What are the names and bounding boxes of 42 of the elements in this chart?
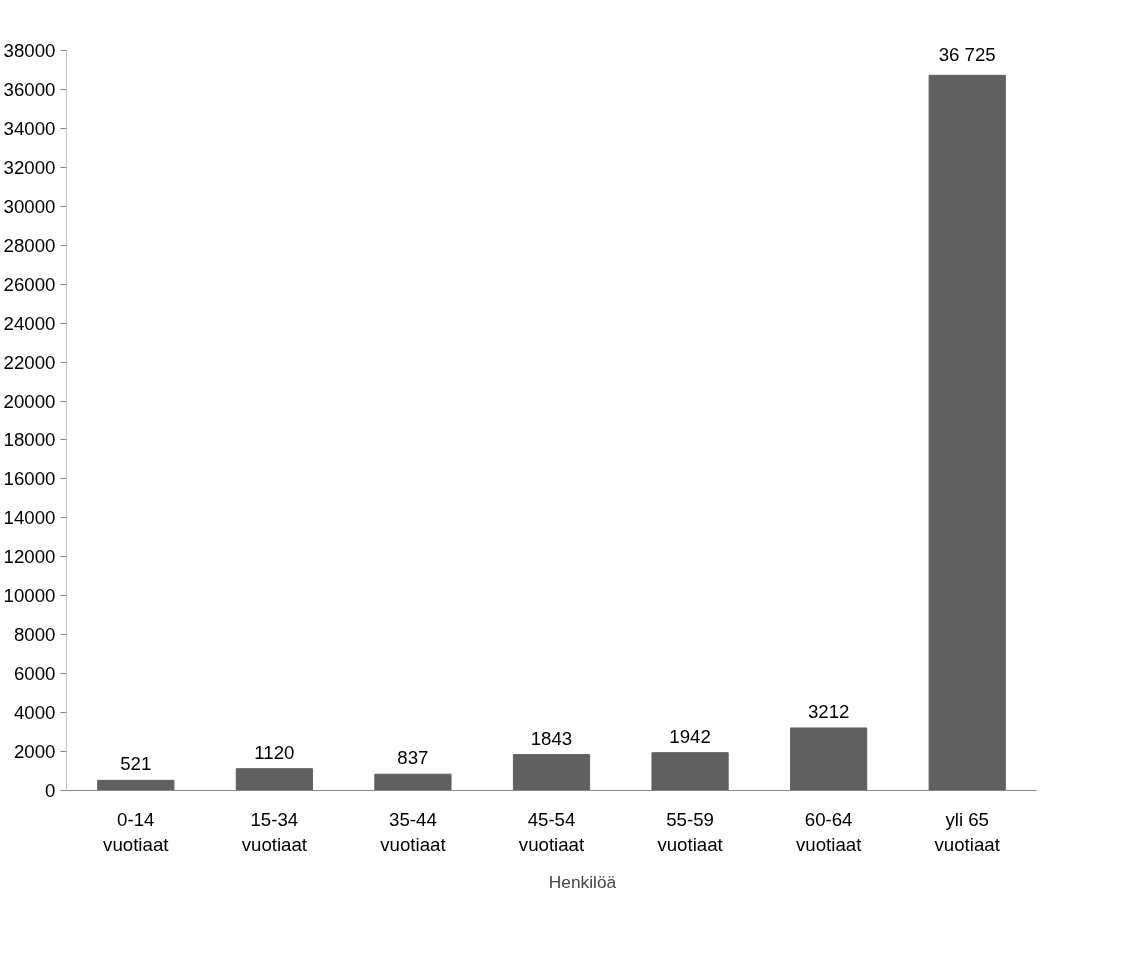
bar (928, 74, 1006, 791)
data-label: 1843 (530, 727, 573, 749)
y-tick-label: 32000 (3, 156, 56, 178)
data-label: 521 (120, 753, 152, 775)
y-tick-label: 8000 (14, 624, 56, 646)
y-tick-label: 20000 (3, 390, 56, 412)
bar (374, 773, 452, 791)
y-tick-label: 38000 (3, 40, 56, 61)
bar (512, 754, 591, 791)
y-tick-label: 12000 (3, 546, 56, 568)
x-tick-label: 35-44 vuotiaat (380, 808, 447, 855)
y-tick-label: 2000 (14, 741, 56, 763)
y-tick-label: 36000 (3, 78, 56, 100)
y-tick-label: 28000 (3, 234, 56, 256)
y-tick-label: 16000 (3, 468, 56, 490)
x-tick-label: 45-54 vuotiaat (518, 808, 585, 855)
y-tick-label: 34000 (3, 117, 56, 139)
y-tick-label: 14000 (3, 507, 56, 529)
x-tick-label: yli 65 vuotiaat (934, 808, 1001, 855)
y-tick-label: 26000 (3, 273, 56, 295)
x-tick-label: 15-34 vuotiaat (241, 808, 308, 855)
y-tick-label: 22000 (3, 351, 56, 373)
y-tick-label: 0 (45, 780, 56, 801)
x-tick-label: 55-59 vuotiaat (657, 808, 724, 855)
data-label: 36 725 (938, 44, 996, 66)
data-label: 1942 (669, 725, 711, 747)
bar (235, 768, 313, 791)
y-tick-label: 30000 (3, 195, 56, 217)
y-tick-label: 4000 (14, 702, 56, 724)
x-tick-label: 60-64 vuotiaat (795, 808, 863, 855)
x-tick-label: 0-14 vuotiaat (103, 808, 170, 855)
data-label: 1120 (254, 741, 295, 763)
y-tick-label: 10000 (3, 585, 56, 607)
bar (97, 779, 175, 791)
data-label: 837 (397, 747, 429, 769)
bar (790, 727, 868, 791)
data-label: 3212 (807, 700, 850, 722)
bar (651, 752, 729, 791)
text: Henkilöä (548, 871, 617, 893)
y-tick-label: 24000 (3, 312, 56, 334)
y-tick-label: 18000 (3, 429, 56, 451)
y-tick-label: 6000 (14, 663, 56, 685)
